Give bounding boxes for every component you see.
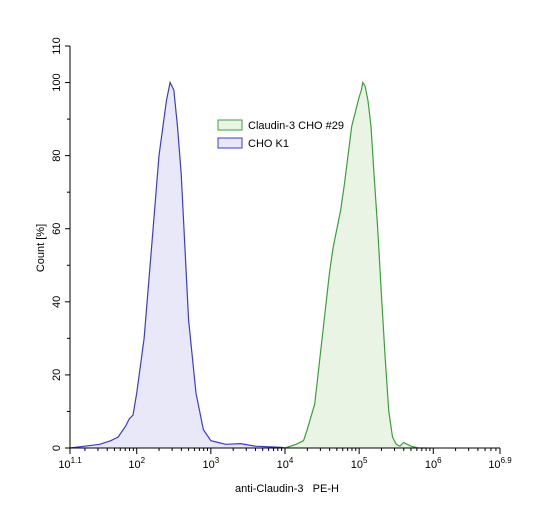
y-tick-label: 110 [51, 37, 63, 55]
legend-label-1: Claudin-3 CHO #29 [248, 120, 344, 132]
x-axis-title: anti-Claudin-3 PE-H [235, 483, 339, 495]
axes: 0 20 40 60 80 100 110 101.1 102 103 104 105 106 106.9 [51, 37, 512, 471]
x-tick-label: 101.1 [58, 456, 82, 471]
legend-swatch-2 [217, 137, 243, 149]
y-tick-label: 40 [51, 296, 63, 308]
y-axis-title: Count [%] [35, 224, 47, 272]
series-line-2 [69, 80, 286, 449]
x-tick-label: 102 [128, 456, 145, 471]
series-fill-1 [285, 82, 426, 448]
legend-swatch-1 [217, 119, 243, 131]
plot-area [69, 80, 426, 449]
y-tick-label: 100 [51, 73, 63, 91]
series-fill-2 [70, 82, 285, 448]
series-line-1 [284, 80, 426, 449]
x-tick-label: 104 [277, 456, 294, 471]
legend-label-2: CHO K1 [248, 138, 289, 150]
x-tick-label: 106.9 [488, 456, 512, 471]
y-tick-label: 0 [51, 445, 63, 451]
y-tick-label: 80 [51, 150, 63, 162]
y-tick-label: 60 [51, 223, 63, 235]
x-tick-label: 106 [425, 456, 442, 471]
x-tick-label: 103 [203, 456, 220, 471]
legend: Claudin-3 CHO #29 CHO K1 [217, 119, 344, 150]
x-tick-label: 105 [351, 456, 368, 471]
y-tick-label: 20 [51, 369, 63, 381]
